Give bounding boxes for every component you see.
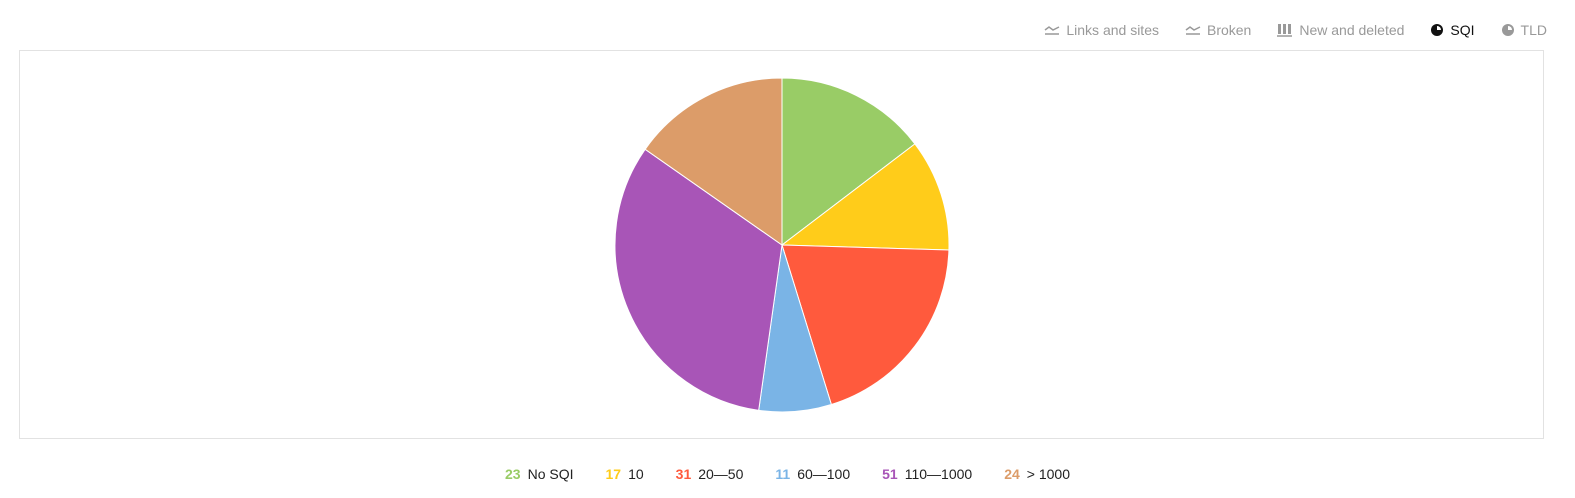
pie-chart xyxy=(614,77,950,413)
legend-item[interactable]: 51 110—1000 xyxy=(882,466,972,482)
pie-chart-icon xyxy=(1430,23,1444,37)
pie-slice-1[interactable] xyxy=(780,143,950,251)
legend-label: No SQI xyxy=(527,466,574,482)
legend-label: 110—1000 xyxy=(904,466,973,482)
legend-count: 11 xyxy=(775,466,791,482)
line-chart-icon xyxy=(1044,24,1060,36)
legend-count: 17 xyxy=(605,466,622,482)
tab-sqi[interactable]: SQI xyxy=(1430,22,1475,38)
tab-label: SQI xyxy=(1450,22,1475,38)
tab-label: New and deleted xyxy=(1299,22,1405,38)
legend-label: > 1000 xyxy=(1026,466,1070,482)
chart-legend: 23 No SQI 17 10 31 20—50 11 60—100 51 110—1000 24 >… xyxy=(0,466,1575,482)
tab-broken[interactable]: Broken xyxy=(1185,22,1251,38)
tab-label: TLD xyxy=(1520,22,1547,38)
legend-item[interactable]: 11 60—100 xyxy=(775,466,850,482)
legend-count: 51 xyxy=(882,466,898,482)
pie-slice-2[interactable] xyxy=(781,244,950,406)
bar-chart-icon xyxy=(1277,23,1293,37)
legend-item[interactable]: 23 No SQI xyxy=(505,466,573,482)
line-chart-icon xyxy=(1185,24,1201,36)
tab-label: Links and sites xyxy=(1066,22,1159,38)
tab-new-and-deleted[interactable]: New and deleted xyxy=(1277,22,1404,38)
legend-count: 24 xyxy=(1004,466,1020,482)
pie-chart-icon xyxy=(1501,23,1515,37)
pie-slice-4[interactable] xyxy=(614,148,783,411)
legend-item[interactable]: 31 20—50 xyxy=(676,466,744,482)
legend-label: 20—50 xyxy=(698,466,744,482)
legend-count: 23 xyxy=(505,466,521,482)
chart-tabs: Links and sites Broken New and deleted S… xyxy=(1044,22,1547,38)
legend-label: 10 xyxy=(628,466,644,482)
pie-slice-0[interactable] xyxy=(781,77,916,247)
legend-item[interactable]: 24 > 1000 xyxy=(1004,466,1070,482)
legend-label: 60—100 xyxy=(797,466,851,482)
tab-label: Broken xyxy=(1206,22,1252,38)
tab-tld[interactable]: TLD xyxy=(1501,22,1547,38)
legend-count: 31 xyxy=(675,466,692,482)
pie-slice-5[interactable] xyxy=(644,77,783,246)
chart-area xyxy=(19,50,1544,439)
legend-item[interactable]: 17 10 xyxy=(606,466,644,482)
tab-links-and-sites[interactable]: Links and sites xyxy=(1044,22,1159,38)
